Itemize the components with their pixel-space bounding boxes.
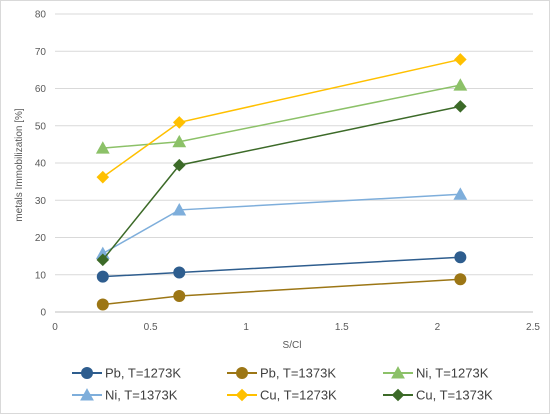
data-point — [172, 158, 186, 172]
data-point — [454, 100, 467, 113]
y-tick-label: 70 — [35, 47, 47, 58]
series-line — [102, 105, 461, 261]
data-point — [454, 273, 467, 286]
data-series — [95, 53, 468, 311]
legend-item: Pb, T=1273K — [72, 366, 181, 381]
series-0 — [96, 251, 467, 283]
data-point — [172, 134, 187, 148]
y-tick-label: 0 — [40, 308, 46, 319]
y-tick-label: 40 — [35, 159, 47, 170]
x-tick-label: 1.5 — [335, 322, 349, 333]
data-point — [173, 289, 186, 302]
x-tick-label: 2.5 — [526, 322, 540, 333]
legend-label: Cu, T=1373K — [416, 388, 493, 403]
legend-marker — [391, 388, 405, 402]
legend: Pb, T=1273K Pb, T=1373K Ni, T=1273K Ni, T=1… — [72, 366, 493, 403]
x-tick-label: 0 — [52, 322, 58, 333]
data-point — [172, 203, 187, 216]
x-tick-label: 1 — [243, 322, 249, 333]
data-point — [96, 298, 109, 311]
legend-item: Ni, T=1373K — [72, 388, 178, 403]
legend-item: Cu, T=1273K — [227, 388, 337, 403]
y-axis-title: metals Immobilization [%] — [14, 108, 25, 222]
y-tick-label: 20 — [35, 233, 47, 244]
legend-item: Ni, T=1273K — [383, 366, 489, 381]
data-point — [454, 251, 467, 264]
y-tick-label: 80 — [35, 10, 47, 21]
x-axis-title: S/Cl — [283, 340, 302, 351]
series-line — [102, 278, 461, 306]
x-tick-labels: 0 0.5 1 1.5 2 2.5 — [52, 322, 540, 333]
legend-item: Cu, T=1373K — [383, 388, 493, 403]
series-3 — [95, 187, 468, 260]
series-line — [102, 256, 461, 278]
data-point — [173, 266, 186, 279]
legend-marker — [236, 367, 248, 379]
data-point — [96, 253, 110, 267]
x-tick-label: 2 — [435, 322, 441, 333]
data-point — [172, 116, 186, 129]
data-point — [454, 53, 467, 66]
legend-label: Cu, T=1273K — [260, 388, 337, 403]
x-tick-label: 0.5 — [144, 322, 158, 333]
legend-marker — [391, 366, 405, 379]
y-tick-label: 50 — [35, 121, 47, 132]
legend-marker — [81, 367, 93, 379]
y-tick-labels: 0 10 20 30 40 50 60 70 80 — [35, 10, 47, 319]
y-tick-label: 30 — [35, 196, 47, 207]
legend-label: Pb, T=1373K — [260, 366, 336, 381]
legend-label: Pb, T=1273K — [105, 366, 181, 381]
legend-item: Pb, T=1373K — [227, 366, 336, 381]
series-5 — [96, 100, 467, 267]
data-point — [96, 170, 110, 184]
legend-marker — [80, 388, 94, 401]
data-point — [453, 187, 468, 200]
legend-marker — [235, 388, 249, 402]
series-line — [102, 193, 461, 255]
y-tick-label: 10 — [35, 270, 47, 281]
series-4 — [96, 53, 467, 184]
series-1 — [96, 273, 467, 311]
data-point — [95, 141, 110, 154]
data-point — [453, 78, 468, 91]
legend-label: Ni, T=1373K — [105, 388, 178, 403]
data-point — [96, 270, 109, 283]
series-2 — [95, 78, 468, 154]
y-tick-label: 60 — [35, 84, 47, 95]
legend-label: Ni, T=1273K — [416, 366, 489, 381]
